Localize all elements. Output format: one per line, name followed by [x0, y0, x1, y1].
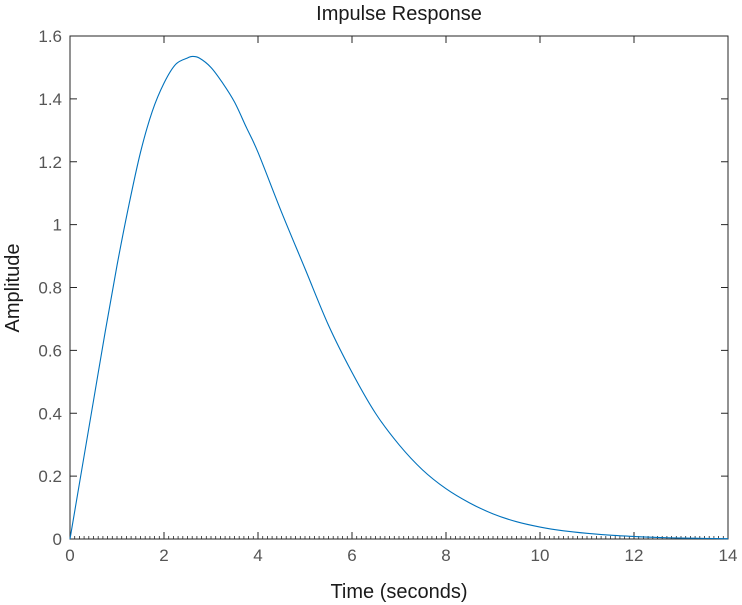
- y-tick-label: 1.4: [38, 90, 62, 109]
- y-axis-label: Amplitude: [2, 244, 24, 333]
- x-tick-label: 10: [531, 546, 550, 565]
- x-tick-label: 4: [253, 546, 262, 565]
- y-tick-label: 1: [53, 216, 62, 235]
- x-tick-label: 12: [625, 546, 644, 565]
- x-tick-label: 2: [159, 546, 168, 565]
- axis-tick-labels: 0 2 4 6 8 10 12 14 0 0.2 0.4 0.6 0.8 1 1.2 1.4 1.6: [38, 27, 737, 565]
- y-tick-label: 0.4: [38, 404, 62, 423]
- x-axis-label: Time (seconds): [330, 581, 467, 603]
- y-tick-label: 0.6: [38, 341, 62, 360]
- x-tick-label: 14: [719, 546, 738, 565]
- x-tick-label: 0: [65, 546, 74, 565]
- y-tick-label: 0.8: [38, 279, 62, 298]
- impulse-response-line: [69, 55, 729, 540]
- y-tick-label: 1.6: [38, 27, 62, 46]
- y-tick-label: 1.2: [38, 153, 62, 172]
- x-tick-label: 8: [441, 546, 450, 565]
- series-layer: [69, 55, 729, 540]
- chart-title: Impulse Response: [316, 3, 482, 25]
- x-tick-label: 6: [347, 546, 356, 565]
- y-tick-label: 0.2: [38, 467, 62, 486]
- y-tick-label: 0: [53, 530, 62, 549]
